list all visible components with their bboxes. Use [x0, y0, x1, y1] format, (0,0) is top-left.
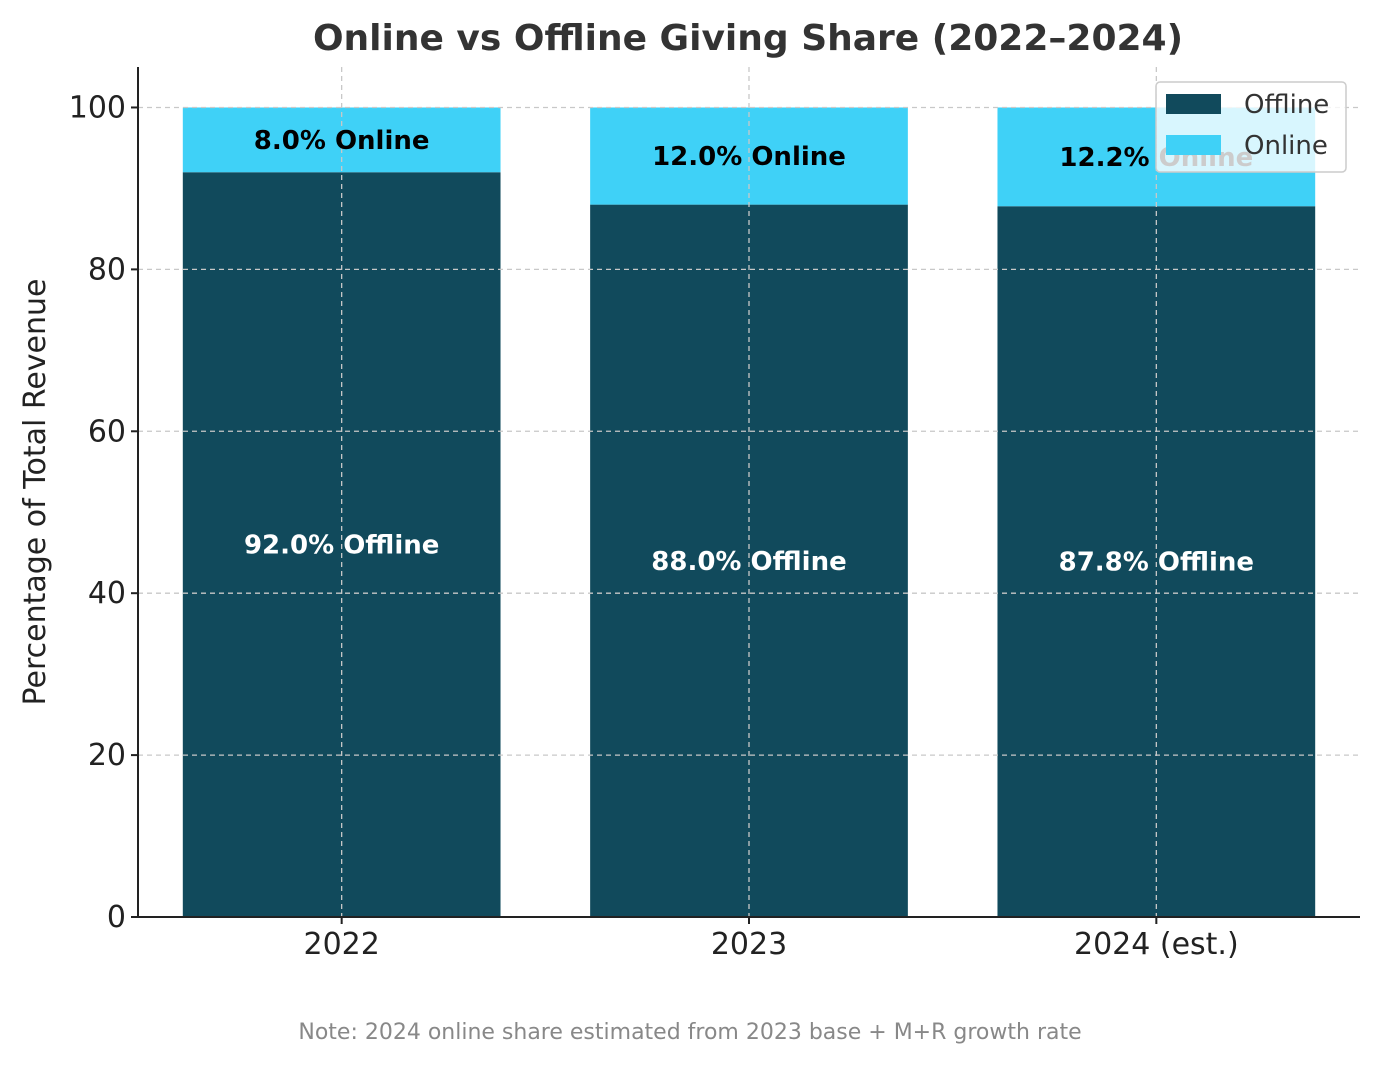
y-axis-label: Percentage of Total Revenue	[18, 278, 53, 705]
footnote: Note: 2024 online share estimated from 2…	[298, 1020, 1081, 1045]
y-tick-label: 100	[69, 90, 126, 125]
data-label-offline: 88.0% Offline	[651, 547, 846, 577]
y-tick-label: 20	[88, 738, 126, 773]
y-tick-label: 40	[88, 576, 126, 611]
data-label-online: 8.0% Online	[254, 126, 430, 156]
legend-swatch-online	[1166, 135, 1221, 155]
legend-label-offline: Offline	[1244, 90, 1329, 120]
chart-title: Online vs Offline Giving Share (2022–202…	[313, 18, 1183, 59]
legend: Offline Online	[1155, 81, 1347, 173]
data-label-offline: 87.8% Offline	[1059, 548, 1254, 578]
y-tick-label: 80	[88, 252, 126, 287]
data-label-offline: 92.0% Offline	[244, 531, 439, 561]
x-tick-label: 2023	[711, 927, 787, 962]
axes: 0 20 40 60 80 100 2022 2023 2024 (est.)	[69, 67, 1360, 962]
y-tick-label: 0	[107, 900, 126, 935]
x-tick-label: 2022	[303, 927, 379, 962]
y-tick-label: 60	[88, 414, 126, 449]
data-label-online: 12.0% Online	[652, 142, 846, 172]
x-tick-label: 2024 (est.)	[1074, 927, 1239, 962]
legend-swatch-offline	[1166, 94, 1221, 114]
legend-label-online: Online	[1244, 131, 1328, 161]
